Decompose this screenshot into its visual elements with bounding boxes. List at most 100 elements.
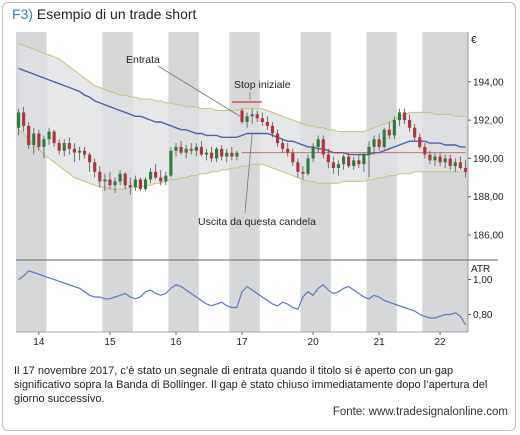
candle xyxy=(326,148,330,168)
candle-body xyxy=(209,152,214,159)
candle xyxy=(392,116,396,140)
candle xyxy=(240,108,244,124)
candle xyxy=(123,171,127,190)
candle-body xyxy=(220,148,224,157)
candle-body xyxy=(418,137,422,147)
annotation-uscita: Uscita da questa candela xyxy=(198,216,316,228)
candle-body xyxy=(352,160,356,167)
candle-body xyxy=(143,179,148,190)
candle-body xyxy=(27,125,31,145)
candle xyxy=(113,177,117,193)
candle-body xyxy=(47,131,51,140)
candle xyxy=(82,146,87,159)
candle-body xyxy=(458,162,462,168)
candle xyxy=(245,112,249,128)
candle xyxy=(88,152,92,172)
y-tick-label: 188,00 xyxy=(473,192,504,203)
candle-body xyxy=(62,143,66,151)
candle xyxy=(128,177,132,195)
session-shade xyxy=(229,32,260,332)
session-shade xyxy=(422,32,468,332)
candle xyxy=(413,123,417,142)
candle xyxy=(423,143,427,159)
candle-body xyxy=(336,164,341,168)
candle-body xyxy=(108,179,112,186)
candle-body xyxy=(357,160,361,165)
candle-body xyxy=(32,133,36,145)
candle xyxy=(341,154,346,170)
candle-body xyxy=(77,150,82,153)
candle-body xyxy=(67,143,71,149)
candle xyxy=(265,116,269,130)
candle xyxy=(286,143,290,157)
candle xyxy=(428,150,432,165)
candle xyxy=(316,135,320,153)
candle xyxy=(331,156,335,174)
candle xyxy=(402,108,407,124)
candle xyxy=(301,166,305,180)
candle-body xyxy=(270,125,275,134)
x-tick-label: 20 xyxy=(308,337,320,348)
candle xyxy=(159,169,163,186)
candle-body xyxy=(423,146,427,155)
candle-body xyxy=(255,114,259,119)
candle xyxy=(67,137,71,155)
candle xyxy=(143,177,148,191)
candle xyxy=(32,127,36,155)
bollinger-middle-line xyxy=(18,67,466,156)
candle-body xyxy=(37,133,41,147)
candle-body xyxy=(159,177,163,182)
atr-panel-label: ATR xyxy=(471,264,490,275)
candle-body xyxy=(408,120,412,128)
candle-body xyxy=(453,162,457,167)
candle xyxy=(372,135,376,155)
candle-body xyxy=(316,139,320,147)
candle xyxy=(453,158,457,172)
candle xyxy=(77,146,82,161)
candle-body xyxy=(448,158,452,167)
candle xyxy=(194,143,198,157)
candle-body xyxy=(443,158,447,163)
candle xyxy=(347,152,351,168)
candle xyxy=(418,133,422,149)
candle xyxy=(270,122,275,138)
candle-body xyxy=(184,148,188,153)
candle xyxy=(438,152,442,167)
candle xyxy=(154,164,158,180)
candle-body xyxy=(42,139,46,147)
candle xyxy=(103,173,107,191)
candle xyxy=(235,150,239,161)
candle xyxy=(255,110,259,123)
candle xyxy=(220,145,224,161)
candle-body xyxy=(82,150,87,155)
candle-body xyxy=(387,129,391,136)
annotation-stop-iniziale: Stop iniziale xyxy=(234,79,291,91)
candle-body xyxy=(215,148,219,159)
candle-body xyxy=(341,156,346,165)
candle xyxy=(108,171,112,190)
candle-body xyxy=(331,162,335,168)
candle-body xyxy=(382,129,386,147)
candle xyxy=(138,177,143,191)
candle-body xyxy=(245,116,249,123)
candle-body xyxy=(311,146,315,159)
figure-caption: Il 17 novembre 2017, c’è stato un segnal… xyxy=(14,365,488,405)
candle xyxy=(16,108,21,136)
candle-body xyxy=(397,112,402,121)
candle-body xyxy=(250,114,254,117)
bollinger-lower-line xyxy=(18,129,466,190)
candle xyxy=(42,135,46,159)
figure-title: F3) Esempio di un trade short xyxy=(12,6,196,22)
candle xyxy=(118,169,122,186)
candle-body xyxy=(22,112,26,126)
y-tick-label: 190,00 xyxy=(473,154,504,165)
candle-body xyxy=(428,154,432,161)
candle xyxy=(209,146,214,163)
candle xyxy=(443,154,447,168)
candle xyxy=(225,148,229,163)
y-unit-label: € xyxy=(471,35,477,46)
bollinger-upper-line xyxy=(18,43,466,133)
atr-tick-label: 0,80 xyxy=(473,310,493,321)
candle-body xyxy=(392,120,396,136)
candle xyxy=(93,158,97,178)
